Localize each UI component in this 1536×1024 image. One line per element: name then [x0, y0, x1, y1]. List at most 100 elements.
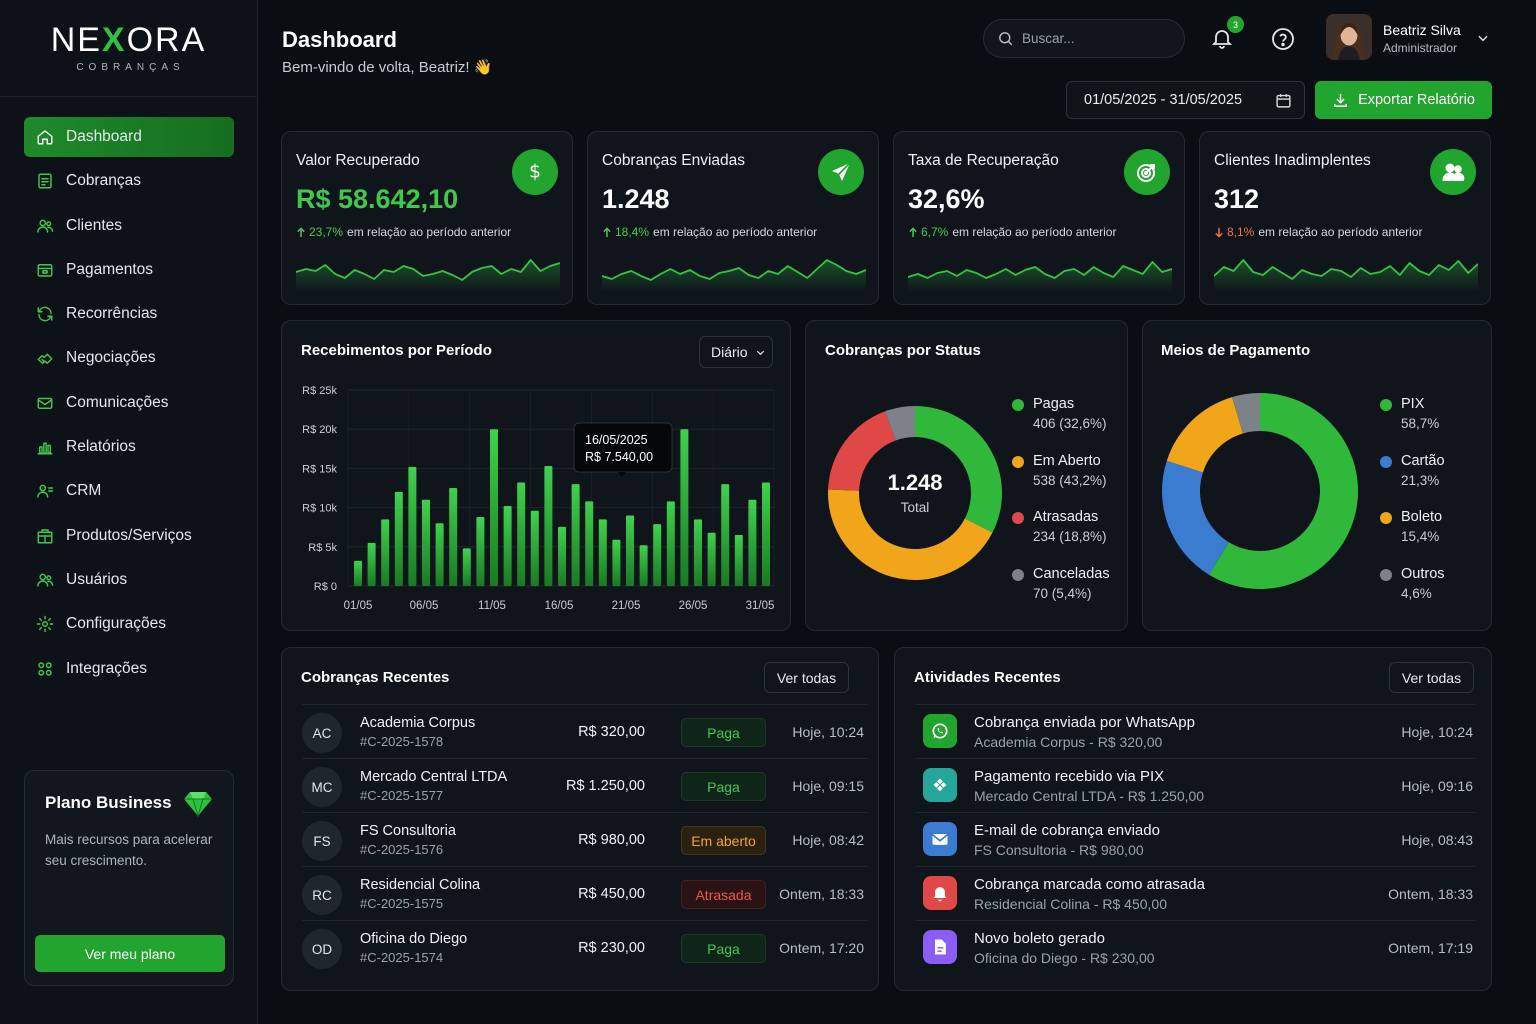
bar-25/05[interactable]: [680, 429, 689, 586]
charge-amount: R$ 450,00: [578, 886, 645, 902]
client-name: Oficina do Diego: [360, 931, 468, 947]
search-box[interactable]: [983, 19, 1185, 58]
activities-see-all-button[interactable]: Ver todas: [1389, 662, 1474, 693]
sidebar-item-recorr-ncias[interactable]: Recorrências: [24, 294, 234, 334]
sidebar-item-produtos-servi-os[interactable]: Produtos/Serviços: [24, 516, 234, 556]
bar-26/05[interactable]: [694, 519, 702, 586]
bar-18/05[interactable]: [585, 501, 594, 586]
sidebar-item-negocia-es[interactable]: Negociações: [24, 338, 234, 378]
bar-16/05[interactable]: [558, 526, 566, 586]
sidebar-item-dashboard[interactable]: Dashboard: [24, 117, 234, 157]
bar-22/05[interactable]: [639, 545, 648, 586]
list-item[interactable]: Pagamento recebido via PIX Mercado Centr…: [915, 758, 1475, 812]
slice-pix[interactable]: [1209, 393, 1358, 589]
chevron-down-icon[interactable]: [1476, 31, 1490, 45]
recent-activities-title: Atividades Recentes: [914, 669, 1061, 686]
bar-21/05[interactable]: [626, 515, 634, 586]
list-item[interactable]: Cobrança enviada por WhatsApp Academia C…: [915, 704, 1475, 758]
bar-24/05[interactable]: [666, 501, 675, 586]
bar-17/05[interactable]: [571, 484, 580, 586]
list-item[interactable]: E-mail de cobrança enviado FS Consultori…: [915, 812, 1475, 866]
search-icon: [999, 32, 1013, 46]
bar-11/05[interactable]: [490, 429, 498, 586]
recent-charges-see-all-button[interactable]: Ver todas: [764, 662, 849, 693]
sidebar-item-pagamentos[interactable]: Pagamentos: [24, 250, 234, 290]
legend-name: Pagas: [1033, 396, 1075, 412]
export-report-button[interactable]: Exportar Relatório: [1315, 81, 1492, 119]
slice-cart-o[interactable]: [1162, 460, 1229, 575]
bar-27/05[interactable]: [707, 532, 716, 586]
bar-08/05[interactable]: [449, 488, 458, 586]
x-tick-label: 31/05: [746, 600, 775, 612]
sidebar-item-comunica-es[interactable]: Comunicações: [24, 383, 234, 423]
bar-04/05[interactable]: [394, 491, 403, 586]
date-range-picker[interactable]: 01/05/2025 - 31/05/2025: [1066, 81, 1305, 119]
user-name: Beatriz Silva: [1383, 22, 1461, 38]
bar-15/05[interactable]: [544, 466, 553, 586]
slice-em-aberto[interactable]: [828, 489, 993, 580]
list-item[interactable]: Cobrança marcada como atrasada Residenci…: [915, 866, 1475, 920]
bar-01/05[interactable]: [354, 560, 362, 586]
email-icon: [931, 834, 949, 845]
avatar: OD: [302, 929, 342, 969]
bar-03/05[interactable]: [381, 519, 390, 586]
legend-value: 406 (32,6%): [1033, 416, 1107, 431]
logo[interactable]: NEXORA COBRANÇAS: [0, 0, 257, 97]
bar-02/05[interactable]: [367, 542, 376, 586]
activity-icon-badge: [923, 768, 957, 802]
sidebar-item-icon: [36, 482, 54, 500]
bar-10/05[interactable]: [476, 517, 485, 586]
table-row[interactable]: AC Academia Corpus #C-2025-1578 R$ 320,0…: [302, 704, 868, 758]
sidebar-item-usu-rios[interactable]: Usuários: [24, 560, 234, 600]
bar-07/05[interactable]: [435, 523, 444, 586]
bar-13/05[interactable]: [517, 482, 526, 586]
kpi-card-2: Cobranças Enviadas 1.248 18,4% em relação…: [587, 131, 879, 305]
y-tick-label: R$ 15k: [302, 463, 337, 475]
legend-dot: [1380, 455, 1392, 468]
search-input[interactable]: [1022, 31, 1172, 46]
sidebar-item-crm[interactable]: CRM: [24, 471, 234, 511]
bar-28/05[interactable]: [721, 484, 730, 586]
sidebar-item-integra-es[interactable]: Integrações: [24, 649, 234, 689]
bar-12/05[interactable]: [503, 506, 512, 586]
receipts-bar-chart: R$ 25k R$ 20k R$ 15k R$ 10k R$ 5k R$ 0 01/05 06…: [302, 385, 775, 612]
table-row[interactable]: RC Residencial Colina #C-2025-1575 R$ 45…: [302, 866, 868, 920]
kpi-card-4: Clientes Inadimplentes 312 8,1% em relaçã…: [1199, 131, 1491, 305]
table-row[interactable]: MC Mercado Central LTDA #C-2025-1577 R$ …: [302, 758, 868, 812]
bar-23/05[interactable]: [653, 524, 662, 586]
slice-outros[interactable]: [1232, 393, 1260, 434]
bar-20/05[interactable]: [612, 539, 621, 586]
bar-19/05[interactable]: [598, 519, 607, 586]
sidebar-item-configura-es[interactable]: Configurações: [24, 604, 234, 644]
slice-pagas[interactable]: [915, 406, 1002, 533]
bar-30/05[interactable]: [748, 499, 757, 586]
view-plan-button[interactable]: Ver meu plano: [35, 935, 225, 972]
bar-31/05[interactable]: [762, 482, 770, 586]
activity-icon-badge: [923, 822, 957, 856]
legend-item-em-aberto: Em Aberto 538 (43,2%): [1012, 453, 1107, 488]
period-dropdown[interactable]: Diário: [699, 336, 773, 368]
sidebar-item-icon: [36, 172, 54, 190]
slice-boleto[interactable]: [1166, 397, 1243, 473]
bar-05/05[interactable]: [408, 466, 417, 586]
sidebar-item-relat-rios[interactable]: Relatórios: [24, 427, 234, 467]
activity-icon-badge: [923, 930, 957, 964]
sidebar-item-cobran-as[interactable]: Cobranças: [24, 161, 234, 201]
sidebar-item-icon: [36, 438, 54, 456]
help-icon[interactable]: [1271, 27, 1295, 51]
bar-09/05[interactable]: [462, 548, 471, 586]
bell-icon[interactable]: [1210, 26, 1234, 50]
x-tick-label: 26/05: [679, 600, 708, 612]
slice-atrasadas[interactable]: [828, 411, 896, 491]
sidebar-item-label: Produtos/Serviços: [66, 526, 192, 544]
sidebar-item-clientes[interactable]: Clientes: [24, 206, 234, 246]
wallet-icon: [37, 263, 53, 277]
bar-29/05[interactable]: [734, 535, 743, 586]
list-item[interactable]: Novo boleto gerado Oficina do Diego - R$…: [915, 920, 1475, 974]
table-row[interactable]: FS FS Consultoria #C-2025-1576 R$ 980,00…: [302, 812, 868, 866]
bar-06/05[interactable]: [422, 499, 430, 586]
slice-canceladas[interactable]: [884, 406, 915, 441]
table-row[interactable]: OD Oficina do Diego #C-2025-1574 R$ 230,…: [302, 920, 868, 974]
avatar[interactable]: [1326, 14, 1372, 60]
bar-14/05[interactable]: [530, 510, 539, 586]
